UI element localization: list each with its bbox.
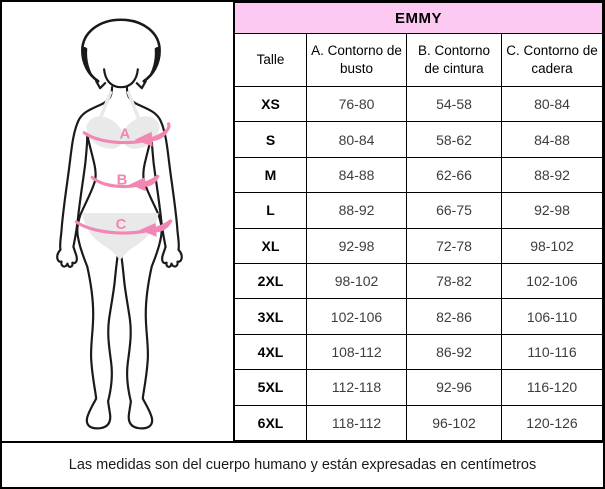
bust-cell: 108-112 — [306, 333, 407, 371]
hip-column-header: C. Contorno de cadera — [501, 33, 603, 87]
table-row: 6XL 118-112 96-102 120-126 — [234, 404, 603, 442]
size-cell: 3XL — [234, 298, 307, 335]
size-column-header: Talle — [234, 33, 307, 87]
table-row: XS 76-80 54-58 80-84 — [234, 85, 603, 123]
bust-cell: 102-106 — [306, 298, 407, 335]
table-row: 2XL 98-102 78-82 102-106 — [234, 262, 603, 300]
size-table: EMMY Talle A. Contorno de busto B. Conto… — [234, 2, 603, 442]
size-cell: XS — [234, 85, 307, 123]
female-body-measurement-diagram: A B C — [56, 18, 183, 430]
bust-cell: 76-80 — [306, 85, 407, 123]
waist-measure-arrow — [90, 174, 160, 192]
table-row: 4XL 108-112 86-92 110-116 — [234, 333, 603, 371]
waist-cell: 82-86 — [406, 298, 502, 335]
size-cell: XL — [234, 227, 307, 264]
bust-cell: 98-102 — [306, 262, 407, 300]
bust-cell: 80-84 — [306, 121, 407, 158]
waist-cell: 62-66 — [406, 156, 502, 194]
size-cell: 4XL — [234, 333, 307, 371]
hair-tufts — [95, 80, 147, 90]
table-row: 3XL 102-106 82-86 106-110 — [234, 298, 603, 335]
waist-cell: 78-82 — [406, 262, 502, 300]
body-diagram-panel: A B C — [2, 2, 234, 441]
hip-cell: 110-116 — [501, 333, 603, 371]
size-table-panel: EMMY Talle A. Contorno de busto B. Conto… — [234, 2, 603, 442]
hair-outline — [81, 18, 161, 83]
bust-cell: 92-98 — [306, 227, 407, 264]
hip-cell: 84-88 — [501, 121, 603, 158]
hip-cell: 92-98 — [501, 192, 603, 229]
table-row: L 88-92 66-75 92-98 — [234, 192, 603, 229]
waist-label: B — [117, 172, 128, 188]
brand-title: EMMY — [234, 2, 603, 34]
table-row: M 84-88 62-66 88-92 — [234, 156, 603, 194]
waist-cell: 92-96 — [406, 369, 502, 406]
waist-cell: 54-58 — [406, 85, 502, 123]
waist-cell: 58-62 — [406, 121, 502, 158]
size-cell: M — [234, 156, 307, 194]
bra-straps — [98, 90, 141, 120]
bust-cell: 84-88 — [306, 156, 407, 194]
bust-cell: 112-118 — [306, 369, 407, 406]
size-cell: 2XL — [234, 262, 307, 300]
table-row: 5XL 112-118 92-96 116-120 — [234, 369, 603, 406]
hip-measure-arrow — [74, 219, 173, 237]
panties-shape — [82, 213, 159, 261]
bust-cell: 118-112 — [306, 404, 407, 442]
size-cell: S — [234, 121, 307, 158]
size-cell: L — [234, 192, 307, 229]
hip-cell: 120-126 — [501, 404, 603, 442]
column-header-row: Talle A. Contorno de busto B. Contorno d… — [234, 33, 603, 87]
table-row: S 80-84 58-62 84-88 — [234, 121, 603, 158]
hip-cell: 116-120 — [501, 369, 603, 406]
hip-cell: 102-106 — [501, 262, 603, 300]
waist-column-header: B. Contorno de cintura — [406, 33, 502, 87]
chin-outline — [103, 68, 139, 89]
hip-label: C — [116, 217, 127, 233]
bust-column-header: A. Contorno de busto — [306, 33, 407, 87]
hip-cell: 98-102 — [501, 227, 603, 264]
table-row: XL 92-98 72-78 98-102 — [234, 227, 603, 264]
bust-label: A — [120, 127, 131, 143]
hip-cell: 106-110 — [501, 298, 603, 335]
size-cell: 5XL — [234, 369, 307, 406]
measurement-footnote: Las medidas son del cuerpo humano y está… — [2, 441, 603, 487]
body-outline-left — [56, 86, 120, 430]
waist-cell: 86-92 — [406, 333, 502, 371]
waist-cell: 66-75 — [406, 192, 502, 229]
hip-cell: 80-84 — [501, 85, 603, 123]
hair-side-left — [82, 47, 97, 82]
size-cell: 6XL — [234, 404, 307, 442]
hair-side-right — [145, 47, 160, 82]
brand-header-row: EMMY — [234, 2, 603, 34]
bust-measure-arrow — [82, 122, 171, 147]
waist-cell: 96-102 — [406, 404, 502, 442]
chart-top-section: A B C EMMY Talle A. Contorno de busto — [2, 2, 603, 442]
hip-cell: 88-92 — [501, 156, 603, 194]
waist-cell: 72-78 — [406, 227, 502, 264]
bust-cell: 88-92 — [306, 192, 407, 229]
